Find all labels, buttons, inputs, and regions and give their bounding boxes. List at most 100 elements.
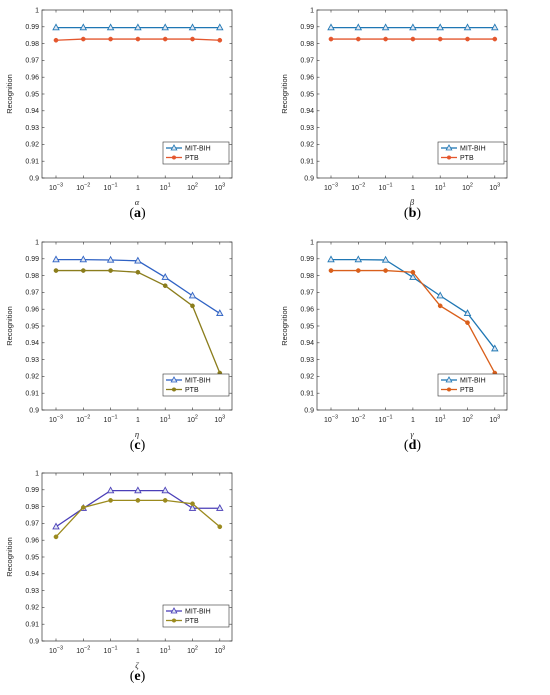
y-tick-label: 0.94 [25, 108, 39, 115]
y-tick-label: 0.95 [25, 323, 39, 330]
x-tick-label: 102 [462, 183, 473, 193]
point-ptb [383, 268, 388, 273]
y-tick-label: 0.96 [300, 75, 314, 82]
legend-marker [447, 387, 451, 392]
x-tick-label: 101 [160, 415, 171, 425]
y-tick-label: 0.9 [304, 175, 314, 182]
x-tick-label: 10−2 [351, 183, 365, 193]
y-tick-label: 0.98 [25, 273, 39, 280]
chart-a-svg: 0.9 0.91 0.92 0.93 0.94 0.95 0.96 0.97 0.98 0.99 1… [5, 7, 233, 207]
point-mit-bih [216, 23, 224, 31]
x-tick-label: 1 [411, 417, 415, 424]
point-ptb [465, 36, 470, 42]
point-mit-bih [354, 255, 363, 263]
y-tick-label: 0.92 [300, 374, 314, 381]
point-mit-bih [79, 255, 88, 263]
point-ptb [217, 524, 223, 530]
point-ptb [437, 36, 443, 42]
x-tick-label: 10−1 [104, 415, 118, 425]
point-ptb [162, 498, 168, 503]
x-tick-label: 10−3 [324, 183, 338, 193]
legend-label: MIT-BIH [185, 377, 211, 384]
point-mit-bih [216, 504, 224, 511]
y-tick-label: 0.97 [25, 521, 39, 528]
point-mit-bih [188, 291, 197, 299]
legend: MIT-BIH PTB [162, 141, 230, 165]
y-tick-label: 0.96 [25, 75, 39, 82]
point-ptb [53, 268, 59, 273]
y-tick-label: 0.99 [300, 256, 314, 263]
point-ptb [355, 36, 361, 42]
y-tick-label: 0.96 [300, 307, 314, 314]
y-tick-label: 0.91 [25, 391, 39, 398]
x-tick-label: 10−2 [76, 183, 90, 193]
legend-label: MIT-BIH [185, 608, 211, 615]
legend-marker [172, 387, 176, 392]
chart-panel-a: 0.9 0.91 0.92 0.93 0.94 0.95 0.96 0.97 0.98 0.99 1… [0, 0, 275, 232]
point-ptb [410, 269, 416, 275]
point-mit-bih [161, 486, 169, 494]
y-tick-label: 1 [35, 239, 39, 246]
point-mit-bih [354, 23, 363, 31]
point-mit-bih [106, 255, 115, 263]
y-tick-label: 0.92 [25, 142, 39, 149]
y-axis-label: Recognition [280, 306, 289, 346]
y-tick-label: 0.97 [300, 58, 314, 65]
point-mit-bih [52, 23, 60, 31]
legend: MIT-BIH PTB [162, 604, 230, 628]
x-tick-label: 10−3 [49, 646, 63, 656]
y-tick-label: 0.95 [300, 323, 314, 330]
point-mit-bih [79, 23, 88, 31]
legend-label: PTB [460, 155, 474, 162]
y-tick-label: 0.9 [304, 407, 314, 414]
point-mit-bih [134, 486, 142, 494]
legend: MIT-BIH PTB [162, 373, 230, 397]
point-ptb [80, 268, 86, 273]
y-axis-label: Recognition [5, 74, 14, 114]
y-tick-label: 0.92 [25, 605, 39, 612]
x-tick-label: 10−1 [104, 183, 118, 193]
x-tick-label: 10−3 [49, 415, 63, 425]
point-mit-bih [463, 309, 472, 317]
panel-caption-c: (c) [129, 438, 146, 453]
legend-marker [170, 376, 178, 383]
x-tick-label: 10−3 [49, 183, 63, 193]
y-tick-label: 0.91 [25, 159, 39, 166]
x-tick-label: 10−2 [76, 646, 90, 656]
y-tick-label: 0.93 [300, 125, 314, 132]
point-mit-bih [134, 256, 142, 264]
point-mit-bih [52, 255, 60, 263]
y-tick-label: 0.99 [300, 24, 314, 31]
point-ptb [108, 498, 113, 503]
y-tick-label: 0.98 [25, 41, 39, 48]
y-tick-label: 0.93 [25, 588, 39, 595]
legend-marker [172, 155, 176, 160]
chart-panel-b: 0.9 0.91 0.92 0.93 0.94 0.95 0.96 0.97 0.98 0.99 1… [275, 0, 550, 232]
point-mit-bih [491, 344, 499, 352]
x-tick-label: 10−3 [324, 415, 338, 425]
chart-e-svg: 0.9 0.91 0.92 0.93 0.94 0.95 0.96 0.97 0.98 0.99 1… [5, 470, 233, 670]
legend-marker [447, 155, 451, 160]
y-tick-label: 0.9 [29, 407, 39, 414]
y-tick-label: 0.99 [25, 256, 39, 263]
y-tick-label: 0.98 [300, 41, 314, 48]
x-tick-label: 103 [489, 183, 500, 193]
point-mit-bih [381, 23, 390, 31]
y-tick-label: 0.9 [29, 175, 39, 182]
y-axis-label: Recognition [280, 74, 289, 114]
point-mit-bih [463, 23, 472, 31]
y-tick-label: 0.98 [300, 273, 314, 280]
x-tick-label: 103 [214, 415, 225, 425]
y-tick-label: 0.94 [300, 108, 314, 115]
y-tick-label: 1 [35, 470, 39, 477]
y-tick-label: 0.93 [300, 357, 314, 364]
chart-panel-e: 0.9 0.91 0.92 0.93 0.94 0.95 0.96 0.97 0.98 0.99 1… [0, 463, 275, 695]
point-mit-bih [188, 504, 197, 511]
x-tick-label: 102 [187, 415, 198, 425]
y-tick-label: 1 [310, 239, 314, 246]
y-tick-label: 0.96 [25, 538, 39, 545]
point-ptb [135, 269, 141, 275]
legend: MIT-BIH PTB [437, 373, 505, 397]
legend-label: PTB [185, 155, 199, 162]
x-tick-label: 1 [136, 185, 140, 192]
